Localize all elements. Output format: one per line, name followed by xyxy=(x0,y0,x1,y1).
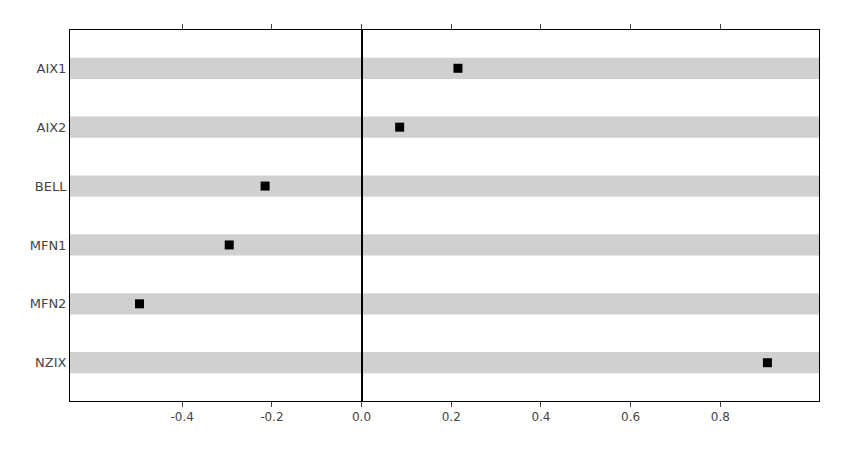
svg-text:NZIX: NZIX xyxy=(35,355,66,370)
svg-text:0.0: 0.0 xyxy=(352,410,371,424)
svg-text:MFN1: MFN1 xyxy=(30,237,67,252)
svg-text:MFN2: MFN2 xyxy=(30,296,67,311)
svg-text:0.2: 0.2 xyxy=(442,410,461,424)
svg-text:0.4: 0.4 xyxy=(531,410,550,424)
svg-text:0.8: 0.8 xyxy=(711,410,730,424)
svg-text:-0.2: -0.2 xyxy=(260,410,283,424)
svg-text:BELL: BELL xyxy=(35,179,67,194)
svg-text:AIX2: AIX2 xyxy=(36,120,66,135)
svg-text:0.6: 0.6 xyxy=(621,410,640,424)
svg-text:AIX1: AIX1 xyxy=(36,61,66,76)
svg-text:-0.4: -0.4 xyxy=(170,410,193,424)
